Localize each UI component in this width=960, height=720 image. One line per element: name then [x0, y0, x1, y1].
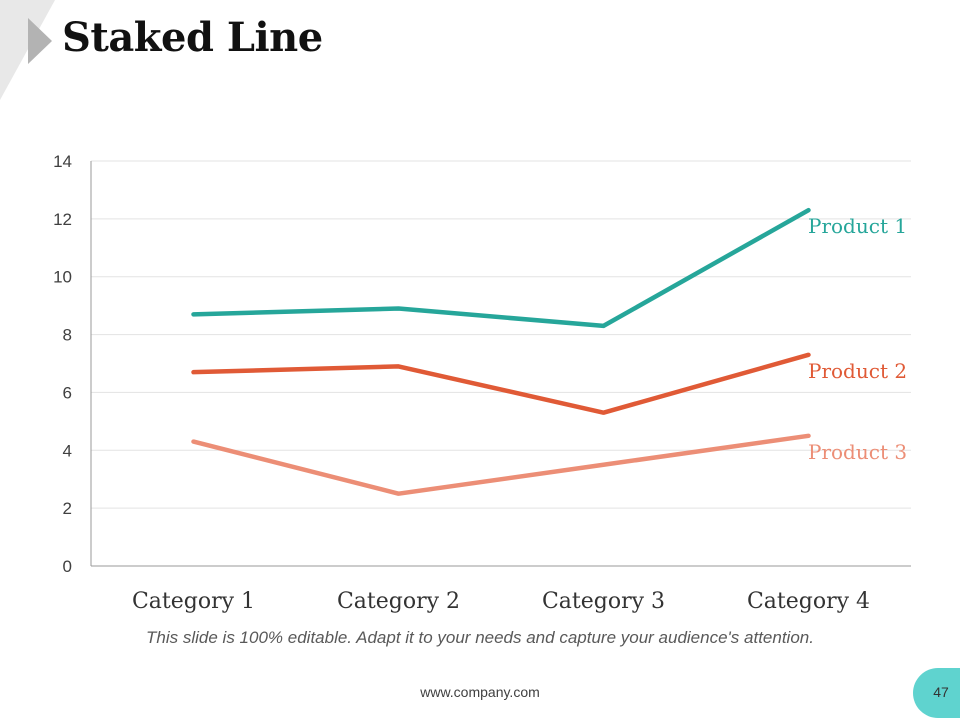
y-tick-label: 6 — [63, 383, 72, 402]
y-tick-label: 4 — [63, 441, 72, 460]
x-tick-label: Category 4 — [747, 589, 870, 614]
x-tick-label: Category 3 — [542, 589, 665, 614]
y-tick-label: 2 — [63, 499, 72, 518]
series-label-2: Product 2 — [808, 359, 907, 383]
y-tick-labels: 0 2 4 6 8 10 12 14 — [53, 152, 72, 576]
y-tick-label: 0 — [63, 557, 72, 576]
series-label-1: Product 1 — [808, 214, 907, 238]
x-tick-labels: Category 1 Category 2 Category 3 Category 4 — [132, 589, 870, 614]
slide-caption: This slide is 100% editable. Adapt it to… — [146, 628, 814, 647]
page-number: 47 — [933, 684, 949, 700]
x-tick-label: Category 1 — [132, 589, 255, 614]
page-number-badge — [913, 668, 960, 718]
y-tick-label: 14 — [53, 152, 72, 171]
y-tick-label: 8 — [63, 326, 72, 345]
x-tick-label: Category 2 — [337, 589, 460, 614]
footer-url: www.company.com — [420, 684, 540, 700]
slide-title: Staked Line — [62, 14, 323, 61]
chart-axes — [90, 161, 911, 567]
y-tick-label: 12 — [53, 210, 72, 229]
y-tick-label: 10 — [53, 268, 72, 287]
corner-decoration — [0, 0, 55, 100]
series-lines — [191, 207, 811, 496]
grid-lines — [91, 160, 911, 509]
series-labels: Product 1 Product 2 Product 3 — [808, 214, 907, 464]
series-line-2 — [191, 352, 811, 415]
series-label-3: Product 3 — [808, 440, 907, 464]
series-line-1 — [191, 207, 811, 329]
series-line-3 — [191, 433, 811, 496]
